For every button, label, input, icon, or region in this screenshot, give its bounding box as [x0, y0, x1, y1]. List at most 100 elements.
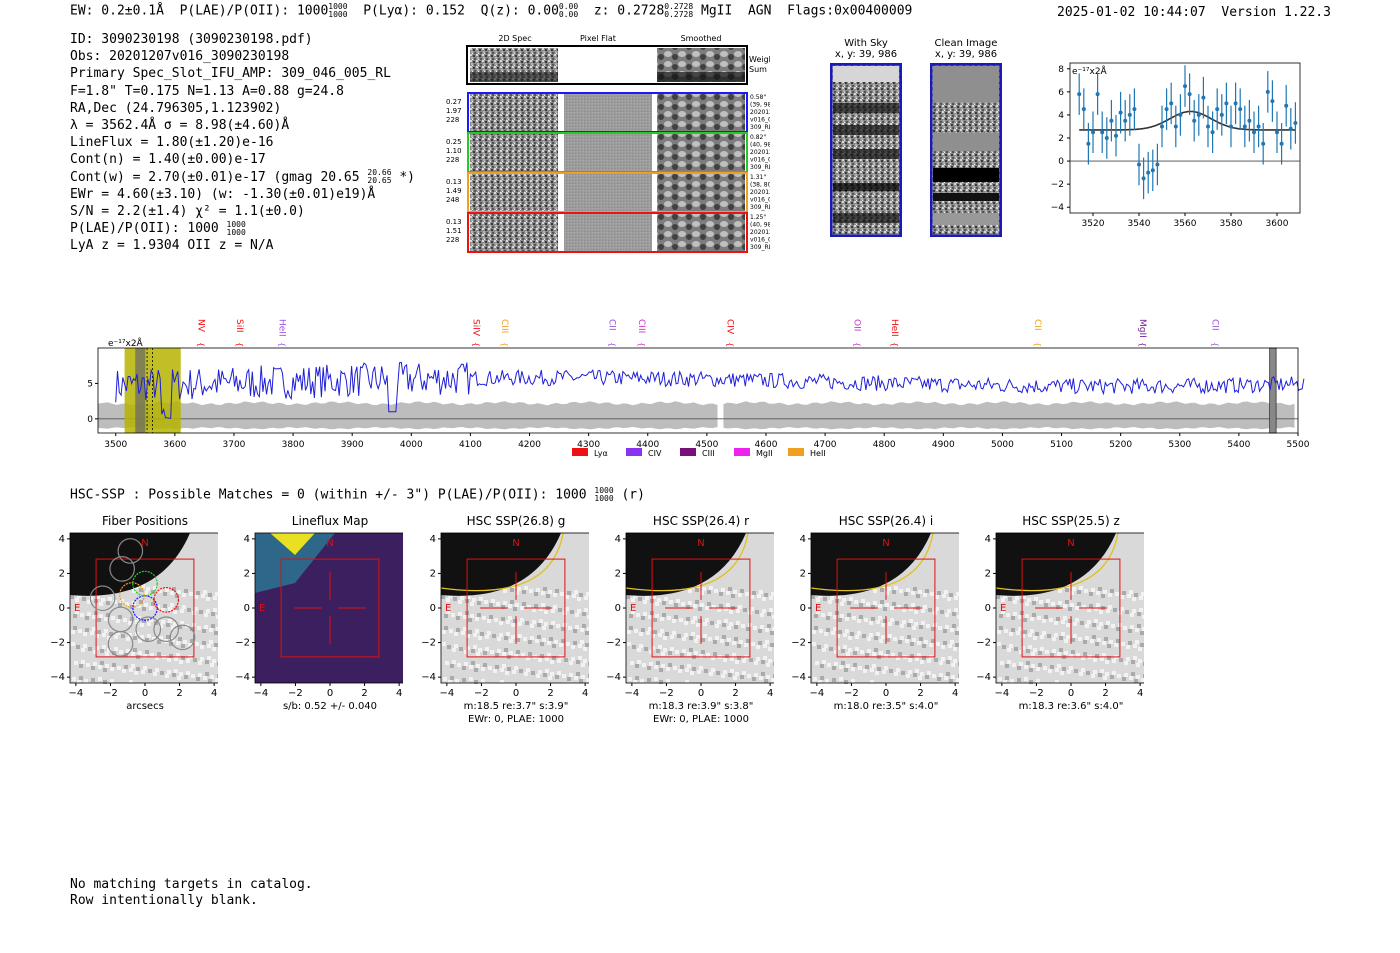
- image-panel: HSC SSP(25.5) z N E −4−4 −2 −2 0 0 2 2 4 4 m:18.3 re…: [976, 514, 1144, 712]
- east-marker: E: [74, 603, 80, 614]
- fit-point: [1233, 101, 1238, 106]
- legend-label: CIV: [648, 449, 662, 458]
- spectral-line-label: CII: [1209, 319, 1219, 331]
- fit-point: [1146, 170, 1151, 175]
- panel-xtick-label: 0: [883, 688, 889, 699]
- panel-ytick-label: −2: [791, 638, 806, 649]
- cutout-row-meta: v016_03: [750, 197, 770, 204]
- spectral-line-bracket: {: [890, 342, 899, 347]
- header-plya: P(Lyα): 0.152: [363, 3, 465, 19]
- fit-point: [1104, 136, 1109, 140]
- panel-xtick-label: 4: [211, 688, 217, 699]
- fit-point: [1081, 107, 1086, 112]
- spectral-line-label: NV: [196, 319, 206, 333]
- panel-title: HSC SSP(25.5) z: [1022, 514, 1120, 528]
- cutout-row-stat: 0.25: [446, 138, 462, 146]
- fit-point: [1215, 107, 1220, 112]
- header-right: 2025-01-02 10:44:07 Version 1.22.3: [1057, 5, 1331, 20]
- header-qz: Q(z): 0.00: [480, 3, 559, 19]
- fit-point: [1238, 107, 1243, 112]
- panel-ytick-label: −4: [50, 672, 65, 683]
- cutout-row-meta: 0.82": [750, 134, 766, 141]
- panel-ytick-label: 4: [800, 534, 806, 545]
- panel-ytick-label: 2: [59, 568, 65, 579]
- cutout-row-stat: 248: [446, 196, 459, 204]
- fit-point: [1219, 112, 1224, 117]
- note-line-1: No matching targets in catalog.: [70, 877, 313, 892]
- cutout-row-frame: [467, 212, 748, 253]
- fiber-circle: [132, 570, 158, 597]
- panel-xtick-label: 0: [698, 688, 704, 699]
- panel-ytick-label: −4: [976, 672, 991, 683]
- panel-xtick-label: −4: [994, 688, 1009, 699]
- panel-xtick-label: 4: [396, 688, 402, 699]
- panel-xtick-label: −4: [624, 688, 639, 699]
- weighted-label-2: Sum: [749, 65, 767, 74]
- legend-label: MgII: [756, 449, 773, 458]
- spec-xtick-label: 3500: [104, 440, 127, 450]
- panel-ytick-label: −4: [791, 672, 806, 683]
- fit-point: [1169, 101, 1174, 106]
- panel-title: HSC SSP(26.4) r: [653, 514, 749, 528]
- spectral-line-label: CII: [606, 319, 616, 331]
- spec-xtick-label: 5100: [1050, 440, 1073, 450]
- header-flags: Flags:0x00400009: [787, 3, 913, 19]
- spec-xtick-label: 4300: [577, 440, 600, 450]
- cutout-row-meta: 20201207: [750, 189, 770, 196]
- cutout-pixelflat: [564, 214, 652, 251]
- aperture-box: [651, 558, 751, 658]
- spectral-line-label: HeII: [889, 319, 899, 337]
- cutout-smoothed: [657, 134, 745, 171]
- panel-title: HSC SSP(26.8) g: [467, 514, 566, 528]
- info-plae: P(LAE)/P(OII): 1000 1000 1000: [70, 219, 246, 237]
- legend-label: Lyα: [594, 449, 608, 458]
- spectral-line-bracket: {: [471, 342, 480, 347]
- fit-point: [1201, 95, 1206, 100]
- spec-ylabel: e⁻¹⁷x2Å: [108, 337, 144, 349]
- spec-xtick-label: 3700: [223, 440, 246, 450]
- spectral-line-label: OII: [852, 319, 862, 331]
- spectral-line-label: CIV: [725, 319, 735, 335]
- detection-info: ID: 3090230198 (3090230198.pdf) Obs: 202…: [70, 31, 415, 255]
- spectrum-line: [115, 361, 1305, 419]
- panel-caption: m:18.0 re:3.5" s:4.0": [834, 701, 939, 712]
- fit-point: [1242, 124, 1247, 129]
- spectral-line-bracket: {: [1033, 342, 1042, 347]
- north-marker: N: [326, 538, 333, 549]
- cutout-row-stat: 228: [446, 156, 459, 164]
- panel-xtick-label: −4: [253, 688, 268, 699]
- fit-point: [1224, 101, 1229, 106]
- cutout-grid: 2D Spec Pixel Flat Smoothed Weighted Sum…: [446, 34, 770, 253]
- cutout-row-meta: (38, 807): [750, 182, 770, 189]
- image-panel: HSC SSP(26.8) g N E −4−4 −2 −2 0 0 2 2 4 4 m:18.5 re…: [421, 514, 589, 725]
- panel-ytick-label: 4: [615, 534, 621, 545]
- spec-xtick-label: 4500: [695, 440, 718, 450]
- fiber-circle: [153, 616, 180, 643]
- panel-ytick-label: −4: [606, 672, 621, 683]
- cutout-row-meta: (39, 986): [750, 102, 770, 109]
- fit-point: [1137, 162, 1141, 167]
- header-plae-frac: 1000 1000: [328, 2, 348, 19]
- fit-point: [1288, 126, 1293, 131]
- panel-ytick-label: −4: [235, 672, 250, 683]
- cutout-row-stat: 0.13: [446, 218, 462, 226]
- fit-xtick-label: 3560: [1174, 219, 1197, 229]
- spec-xtick-label: 3900: [341, 440, 364, 450]
- info-obs: Obs: 20201207v016_3090230198: [70, 49, 290, 65]
- fiber-circle: [169, 624, 196, 651]
- note-line-2: Row intentionally blank.: [70, 893, 258, 908]
- panel-caption: m:18.3 re:3.9" s:3.8": [649, 701, 754, 712]
- spectral-line-bracket: {: [235, 342, 244, 347]
- panel-title: Fiber Positions: [102, 514, 188, 528]
- panel-xtick-label: 0: [1068, 688, 1074, 699]
- north-marker: N: [882, 538, 889, 549]
- fit-point: [1127, 112, 1132, 117]
- panel-ytick-label: 2: [985, 568, 991, 579]
- fit-xtick-label: 3540: [1128, 219, 1151, 229]
- panel-xtick-label: −2: [1029, 688, 1044, 699]
- spec-xtick-label: 5400: [1227, 440, 1250, 450]
- fit-point: [1187, 92, 1192, 97]
